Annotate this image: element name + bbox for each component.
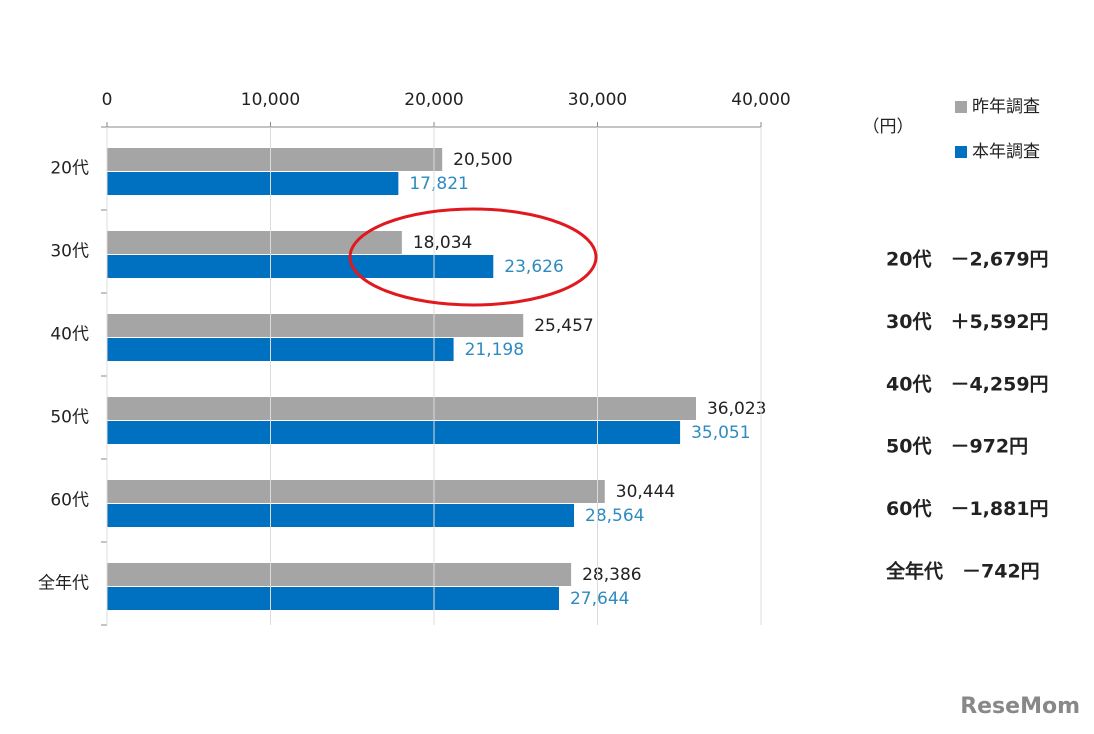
y-tick-label: 40代 <box>50 325 89 345</box>
x-tick-label: 40,000 <box>731 90 790 110</box>
bar <box>107 314 524 337</box>
bar <box>107 480 605 503</box>
legend-swatch <box>955 101 967 113</box>
value-label: 35,051 <box>691 423 750 443</box>
value-label: 17,821 <box>409 174 468 194</box>
y-tick-label: 30代 <box>50 242 89 262</box>
annotation: 50代 －972円 <box>886 436 1028 458</box>
x-tick-label: 20,000 <box>404 90 463 110</box>
annotation: 40代 －4,259円 <box>886 373 1049 395</box>
value-label: 25,457 <box>534 316 593 336</box>
y-tick-label: 50代 <box>50 408 89 428</box>
bar <box>107 255 494 278</box>
logo: ReseMom <box>960 694 1080 719</box>
y-tick-label: 60代 <box>50 491 89 511</box>
value-label: 28,564 <box>585 506 644 526</box>
x-tick-label: 30,000 <box>568 90 627 110</box>
annotation: 20代 －2,679円 <box>886 249 1049 271</box>
value-label: 21,198 <box>465 340 524 360</box>
annotation: 30代 ＋5,592円 <box>886 311 1049 333</box>
value-label: 20,500 <box>453 150 512 170</box>
value-label: 30,444 <box>616 482 675 502</box>
bar <box>107 338 454 361</box>
value-label: 18,034 <box>413 233 472 253</box>
x-tick-label: 0 <box>102 90 113 110</box>
bar <box>107 563 572 586</box>
bar <box>107 172 399 195</box>
value-label: 28,386 <box>582 565 641 585</box>
value-label: 36,023 <box>707 399 766 419</box>
legend-label: 本年調査 <box>972 142 1040 162</box>
bar <box>107 397 696 420</box>
bar <box>107 504 575 527</box>
legend-swatch <box>955 146 967 158</box>
annotation: 全年代 －742円 <box>885 560 1040 583</box>
bar <box>107 231 402 254</box>
x-tick-label: 10,000 <box>241 90 300 110</box>
unit-label: （円） <box>863 117 914 137</box>
value-label: 27,644 <box>570 589 629 609</box>
annotation: 60代 －1,881円 <box>886 498 1049 520</box>
bar <box>107 148 443 171</box>
legend-label: 昨年調査 <box>972 97 1040 117</box>
value-label: 23,626 <box>504 257 563 277</box>
y-tick-label: 全年代 <box>38 574 89 594</box>
bar <box>107 587 559 610</box>
y-tick-label: 20代 <box>50 159 89 179</box>
bar <box>107 421 681 444</box>
highlight-ellipse <box>348 207 598 307</box>
